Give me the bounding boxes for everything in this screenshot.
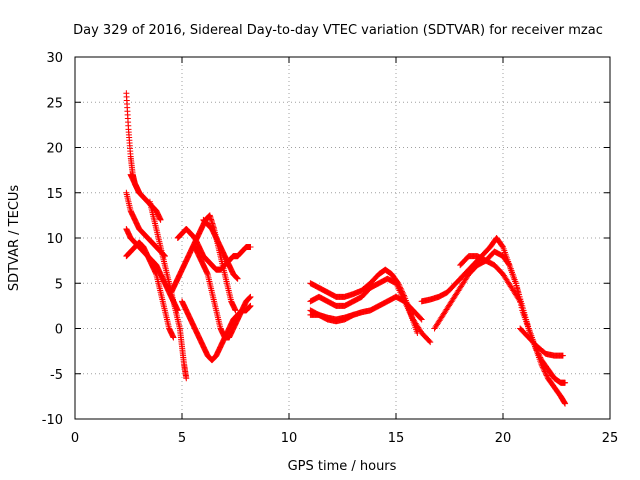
data-point bbox=[505, 261, 512, 268]
data-point bbox=[541, 368, 548, 375]
data-point bbox=[499, 243, 506, 250]
data-point bbox=[542, 369, 549, 376]
data-point bbox=[541, 367, 548, 374]
series-arc-13 bbox=[307, 275, 434, 346]
y-tick-label: 10 bbox=[46, 232, 63, 247]
data-point bbox=[247, 302, 254, 309]
data-point bbox=[539, 364, 546, 371]
grid bbox=[75, 57, 610, 419]
x-tick-label: 15 bbox=[388, 431, 405, 446]
y-tick-label: 5 bbox=[55, 277, 63, 292]
series-arc-11 bbox=[200, 216, 241, 282]
x-tick-label: 5 bbox=[178, 431, 186, 446]
y-tick-label: 15 bbox=[46, 187, 63, 202]
series-arc-6 bbox=[146, 198, 190, 382]
y-tick-label: -10 bbox=[42, 413, 63, 428]
data-point bbox=[516, 296, 523, 303]
data-point bbox=[418, 316, 425, 323]
y-tick-label: 0 bbox=[55, 323, 63, 338]
data-point bbox=[157, 216, 164, 223]
data-point bbox=[539, 363, 546, 370]
series-arc-10 bbox=[191, 244, 254, 341]
x-tick-label: 20 bbox=[495, 431, 512, 446]
chart-title: Day 329 of 2016, Sidereal Day-to-day VTE… bbox=[73, 23, 603, 38]
series-arc-12 bbox=[307, 266, 421, 337]
x-tick-label: 10 bbox=[281, 431, 298, 446]
data-point bbox=[350, 311, 357, 318]
data-point bbox=[543, 371, 550, 378]
series-arc-19 bbox=[517, 325, 566, 359]
data-point bbox=[517, 298, 524, 305]
data-point bbox=[170, 334, 177, 341]
y-tick-label: -5 bbox=[50, 368, 63, 383]
data-point bbox=[562, 400, 569, 407]
x-tick-label: 0 bbox=[71, 431, 79, 446]
y-tick-label: 30 bbox=[46, 51, 63, 66]
data-point bbox=[427, 339, 434, 346]
series-arc-8 bbox=[168, 212, 239, 314]
y-tick-label: 20 bbox=[46, 142, 63, 157]
y-tick-label: 25 bbox=[46, 96, 63, 111]
data-point bbox=[232, 307, 239, 314]
data-point bbox=[234, 275, 241, 282]
data-point bbox=[247, 293, 254, 300]
data-point bbox=[559, 352, 566, 359]
series-arc-18 bbox=[457, 253, 524, 305]
series-arc-17 bbox=[431, 248, 569, 407]
data-point bbox=[562, 379, 569, 386]
data-point bbox=[183, 375, 190, 382]
series-arc-4 bbox=[123, 239, 177, 341]
data-point bbox=[247, 244, 254, 251]
axis-ticks: 0 5 10 15 20 25 -10 -5 0 5 10 15 20 25 30 bbox=[42, 51, 619, 446]
series-arc-16 bbox=[418, 235, 569, 386]
data-point bbox=[417, 315, 424, 322]
data-point bbox=[543, 372, 550, 379]
data-point bbox=[540, 365, 547, 372]
series-arc-15 bbox=[307, 307, 357, 325]
y-axis-label: SDTVAR / TECUs bbox=[7, 185, 22, 292]
x-axis-label: GPS time / hours bbox=[288, 459, 397, 474]
data-points bbox=[123, 90, 569, 407]
data-point bbox=[538, 361, 545, 368]
x-tick-label: 25 bbox=[602, 431, 619, 446]
data-point bbox=[426, 338, 433, 345]
